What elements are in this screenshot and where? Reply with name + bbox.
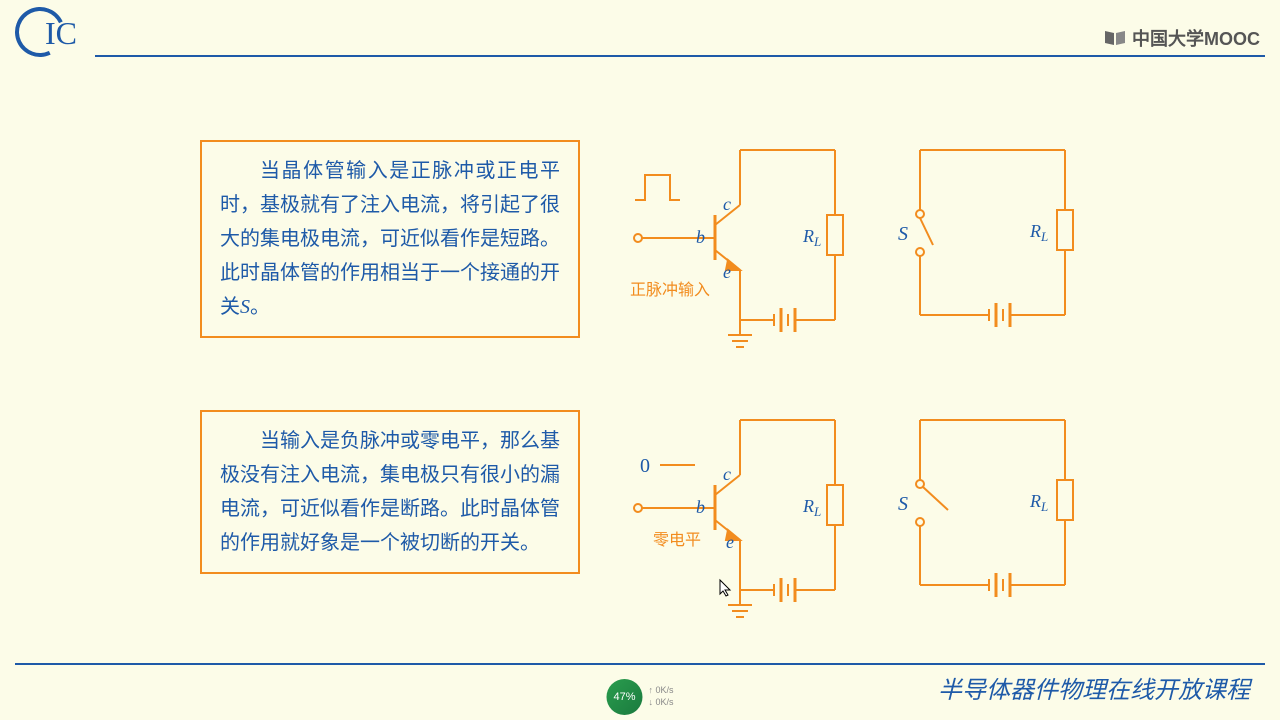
logo-text: IC (45, 15, 77, 52)
logo: IC (15, 5, 95, 65)
label-b: b (696, 227, 705, 247)
header-divider (95, 55, 1265, 57)
network-overlay: 47% ↑ 0K/s ↓ 0K/s (606, 679, 673, 715)
label-c2: c (723, 464, 731, 484)
label-zero: 0 (640, 455, 650, 477)
label-e: e (723, 262, 731, 282)
diagram-2-switch: S RL (880, 390, 1100, 615)
label-rl-2b: RL (1029, 491, 1048, 514)
diagram-2-transistor: 0 c b e 零电平 RL (620, 390, 880, 625)
label-s-2: S (898, 493, 908, 515)
speed-lines: ↑ 0K/s ↓ 0K/s (648, 685, 673, 708)
label-rl-1: RL (802, 226, 821, 249)
text-2: 当输入是负脉冲或零电平，那么基极没有注入电流，集电极只有很小的漏电流，可近似看作… (220, 424, 560, 560)
text-1: 当晶体管输入是正脉冲或正电平时，基极就有了注入电流，将引起了很大的集电极电流，可… (220, 154, 560, 324)
speed-badge: 47% (606, 679, 642, 715)
header: IC 中国大学MOOC (0, 0, 1280, 70)
label-input-2: 零电平 (653, 531, 701, 549)
label-rl-1b: RL (1029, 221, 1048, 244)
text-box-1: 当晶体管输入是正脉冲或正电平时，基极就有了注入电流，将引起了很大的集电极电流，可… (200, 140, 580, 338)
label-s-1: S (898, 223, 908, 245)
book-icon (1103, 29, 1127, 47)
label-input-1: 正脉冲输入 (630, 281, 710, 299)
text-box-2: 当输入是负脉冲或零电平，那么基极没有注入电流，集电极只有很小的漏电流，可近似看作… (200, 410, 580, 574)
brand-text: 中国大学MOOC (1132, 25, 1260, 51)
footer-divider (15, 663, 1265, 665)
footer-text: 半导体器件物理在线开放课程 (938, 670, 1250, 705)
label-e2: e (726, 532, 734, 552)
speed-up: ↑ 0K/s (648, 685, 673, 697)
label-rl-2: RL (802, 496, 821, 519)
mooc-brand: 中国大学MOOC (1103, 25, 1260, 51)
cursor-icon (718, 578, 734, 598)
diagram-1-switch: S RL (880, 120, 1100, 345)
label-b2: b (696, 497, 705, 517)
diagram-1-transistor: c b e 正脉冲输入 RL (620, 120, 880, 355)
label-c: c (723, 194, 731, 214)
speed-down: ↓ 0K/s (648, 697, 673, 709)
